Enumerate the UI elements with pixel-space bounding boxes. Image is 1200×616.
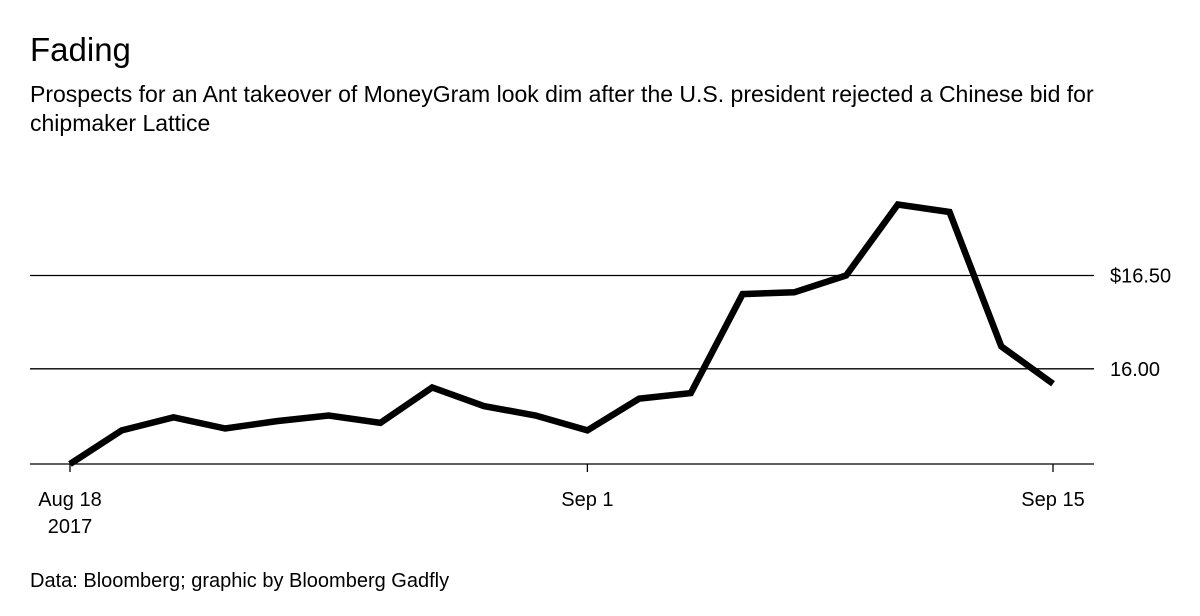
series-layer <box>68 201 1055 467</box>
y-tick-label: $16.50 <box>1110 265 1171 287</box>
x-tick-label: Sep 15 <box>1021 489 1084 511</box>
x-tick-sublabel: 2017 <box>48 516 93 538</box>
chart-title: Fading <box>30 31 131 68</box>
x-tick-label: Aug 18 <box>38 489 101 511</box>
y-tick-label: 16.00 <box>1110 359 1160 381</box>
chart-subtitle: Prospects for an Ant takeover of MoneyGr… <box>30 81 1094 136</box>
source-note: Data: Bloomberg; graphic by Bloomberg Ga… <box>30 570 450 592</box>
series-line <box>68 201 1055 467</box>
x-tick-label: Sep 1 <box>561 489 613 511</box>
x-axis <box>30 463 1094 472</box>
grid-layer <box>30 274 1094 370</box>
tick-label-layer: $16.50 16.00 Aug 18 2017 Sep 1 Sep 15 <box>38 265 1171 538</box>
